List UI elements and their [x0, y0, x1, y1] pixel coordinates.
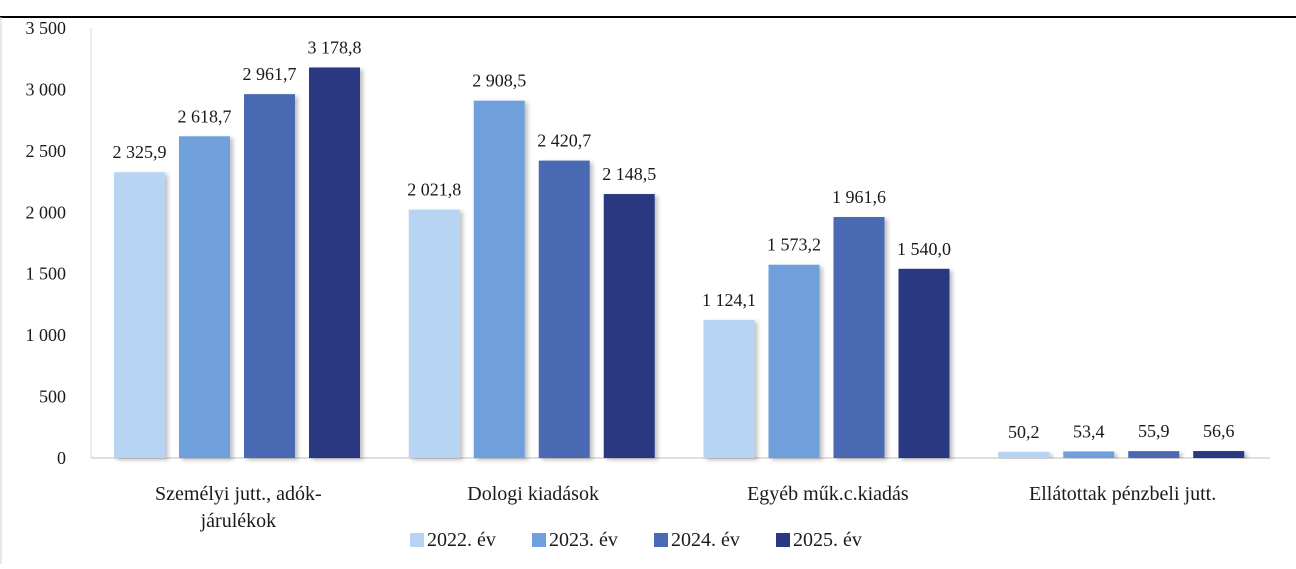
y-tick-label: 1 000 [26, 325, 67, 345]
data-label: 2 021,8 [407, 180, 461, 200]
y-tick-label: 2 000 [26, 202, 67, 222]
legend-swatch [410, 533, 424, 547]
x-category-label: Dologi kiadások [467, 483, 599, 505]
legend-label: 2024. év [671, 529, 740, 551]
data-label: 2 908,5 [472, 71, 526, 91]
bar-2025-3 [1193, 451, 1245, 458]
bar-2022-2 [703, 319, 755, 458]
y-tick-label: 0 [57, 448, 66, 468]
data-label: 2 148,5 [602, 164, 656, 184]
cropped-title-strip [0, 0, 1296, 14]
legend-label: 2022. év [427, 529, 496, 551]
data-label: 2 618,7 [178, 106, 232, 126]
x-category-label: járulékok [200, 510, 277, 532]
bar-2023-2 [768, 264, 820, 458]
bar-2024-2 [833, 217, 885, 458]
legend-label: 2025. év [793, 529, 862, 551]
bar-2025-2 [898, 268, 950, 458]
bar-2022-3 [998, 451, 1050, 458]
bar-2023-1 [473, 100, 525, 459]
x-category-label: Személyi jutt., adók- [155, 483, 322, 505]
data-label: 2 420,7 [537, 131, 591, 151]
bar-2024-1 [538, 160, 590, 458]
data-label: 55,9 [1138, 421, 1170, 441]
legend-label: 2023. év [549, 529, 618, 551]
y-tick-label: 500 [39, 387, 66, 407]
bar-2022-1 [408, 209, 460, 458]
y-tick-label: 2 500 [26, 141, 67, 161]
data-label: 1 124,1 [702, 290, 756, 310]
legend-swatch [776, 533, 790, 547]
bar-2024-0 [244, 94, 295, 458]
x-category-label: Egyéb műk.c.kiadás [747, 483, 909, 505]
data-label: 1 573,2 [767, 235, 821, 255]
data-label: 3 178,8 [308, 37, 362, 57]
x-category-label: Ellátottak pénzbeli jutt. [1029, 483, 1216, 505]
y-tick-label: 3 500 [26, 18, 67, 38]
bar-2022-0 [114, 172, 165, 458]
data-label: 56,6 [1203, 421, 1235, 441]
bar-2025-1 [603, 194, 655, 458]
data-label: 1 961,6 [832, 187, 886, 207]
bar-2023-0 [179, 136, 230, 459]
bar-2025-0 [309, 67, 360, 458]
data-label: 1 540,0 [897, 239, 951, 259]
legend-swatch [654, 533, 668, 547]
data-label: 53,4 [1073, 421, 1105, 441]
data-label: 2 325,9 [113, 142, 167, 162]
y-tick-label: 1 500 [26, 264, 67, 284]
data-label: 2 961,7 [243, 64, 297, 84]
bar-2024-3 [1128, 451, 1180, 458]
bar-2023-3 [1063, 451, 1115, 458]
legend-swatch [532, 533, 546, 547]
y-tick-label: 3 000 [26, 79, 67, 99]
data-label: 50,2 [1008, 422, 1040, 442]
